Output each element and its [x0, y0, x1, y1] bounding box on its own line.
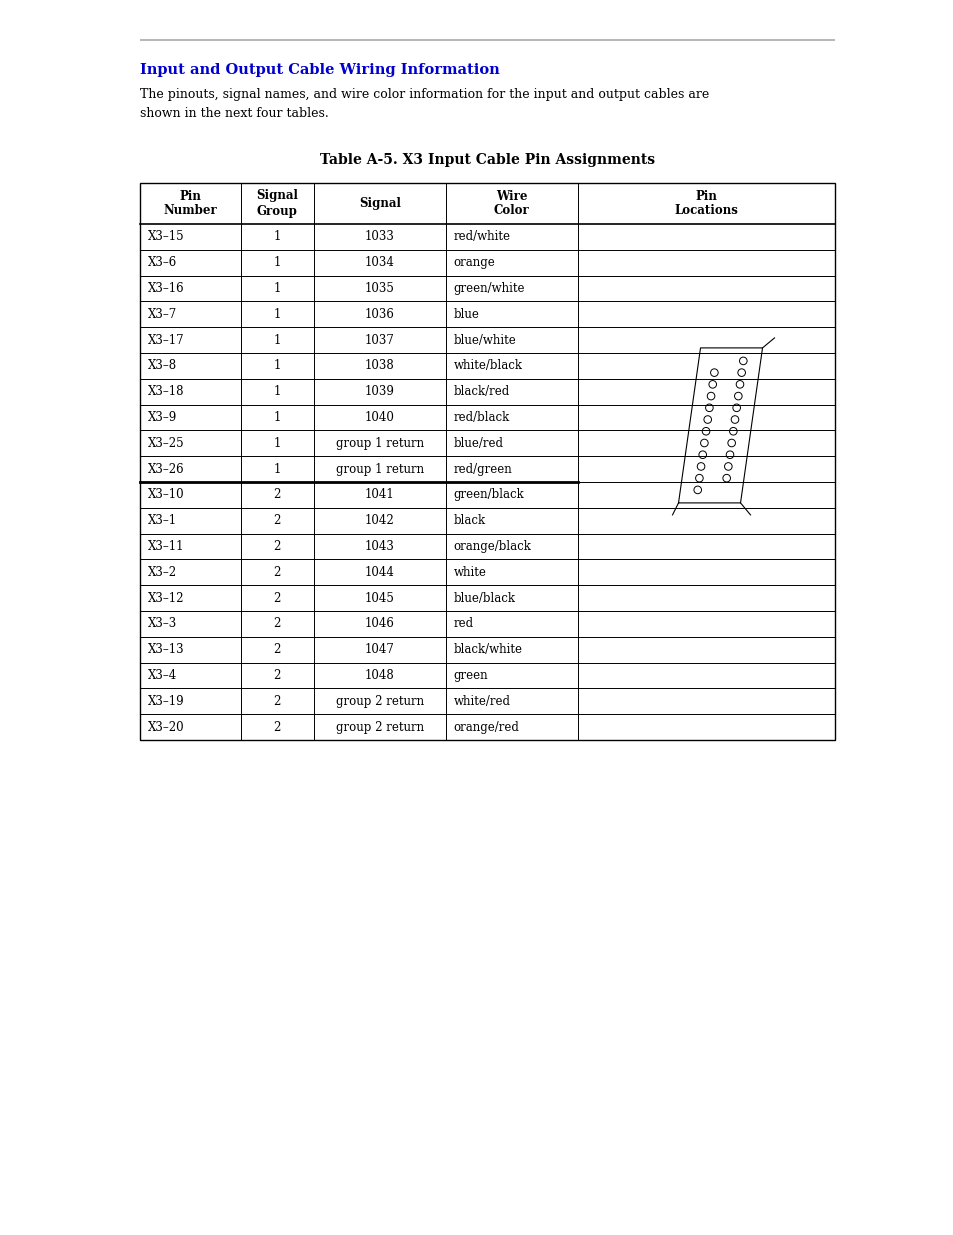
Text: Signal
Group: Signal Group — [256, 189, 298, 217]
Text: group 2 return: group 2 return — [335, 695, 423, 708]
Text: blue: blue — [454, 308, 479, 321]
Text: 1045: 1045 — [364, 592, 395, 605]
Text: X3–1: X3–1 — [148, 514, 177, 527]
Text: X3–2: X3–2 — [148, 566, 177, 579]
Text: X3–7: X3–7 — [148, 308, 177, 321]
Text: Table A-5. X3 Input Cable Pin Assignments: Table A-5. X3 Input Cable Pin Assignment… — [319, 153, 655, 167]
Text: X3–11: X3–11 — [148, 540, 184, 553]
Text: black: black — [454, 514, 485, 527]
Text: 2: 2 — [274, 669, 280, 682]
Text: X3–19: X3–19 — [148, 695, 185, 708]
Text: X3–4: X3–4 — [148, 669, 177, 682]
Text: X3–13: X3–13 — [148, 643, 185, 656]
Text: 1046: 1046 — [364, 618, 395, 630]
Text: Pin
Number: Pin Number — [163, 189, 217, 217]
Text: black/white: black/white — [454, 643, 522, 656]
Text: green: green — [454, 669, 488, 682]
Text: 1036: 1036 — [364, 308, 395, 321]
Text: black/red: black/red — [454, 385, 510, 398]
Text: 1: 1 — [274, 411, 280, 424]
Text: X3–3: X3–3 — [148, 618, 177, 630]
Text: 1035: 1035 — [364, 282, 395, 295]
Text: 2: 2 — [274, 643, 280, 656]
Text: 2: 2 — [274, 540, 280, 553]
Text: 2: 2 — [274, 514, 280, 527]
Text: 1041: 1041 — [364, 488, 395, 501]
Text: 2: 2 — [274, 488, 280, 501]
Text: 1034: 1034 — [364, 256, 395, 269]
Text: X3–25: X3–25 — [148, 437, 185, 450]
Text: X3–15: X3–15 — [148, 231, 185, 243]
Text: The pinouts, signal names, and wire color information for the input and output c: The pinouts, signal names, and wire colo… — [140, 88, 708, 120]
Text: 1040: 1040 — [364, 411, 395, 424]
Text: Wire
Color: Wire Color — [494, 189, 529, 217]
Text: 1: 1 — [274, 231, 280, 243]
Text: orange: orange — [454, 256, 495, 269]
Text: 2: 2 — [274, 566, 280, 579]
Text: X3–17: X3–17 — [148, 333, 185, 347]
Text: blue/red: blue/red — [454, 437, 503, 450]
Text: X3–20: X3–20 — [148, 720, 185, 734]
Text: 1: 1 — [274, 437, 280, 450]
Text: 1: 1 — [274, 385, 280, 398]
Text: Input and Output Cable Wiring Information: Input and Output Cable Wiring Informatio… — [140, 63, 499, 77]
Text: group 2 return: group 2 return — [335, 720, 423, 734]
Text: 1042: 1042 — [364, 514, 395, 527]
Text: group 1 return: group 1 return — [335, 463, 423, 475]
Text: 1044: 1044 — [364, 566, 395, 579]
Text: 1039: 1039 — [364, 385, 395, 398]
Text: 1: 1 — [274, 256, 280, 269]
Text: green/white: green/white — [454, 282, 525, 295]
Text: 1047: 1047 — [364, 643, 395, 656]
Text: 2: 2 — [274, 592, 280, 605]
Text: 1038: 1038 — [364, 359, 395, 373]
Text: 1: 1 — [274, 308, 280, 321]
Text: X3–12: X3–12 — [148, 592, 184, 605]
Text: 1033: 1033 — [364, 231, 395, 243]
Text: 1: 1 — [274, 333, 280, 347]
Text: orange/red: orange/red — [454, 720, 519, 734]
Text: 2: 2 — [274, 618, 280, 630]
Text: green/black: green/black — [454, 488, 524, 501]
Text: X3–26: X3–26 — [148, 463, 185, 475]
Text: X3–6: X3–6 — [148, 256, 177, 269]
Text: red/black: red/black — [454, 411, 510, 424]
Text: orange/black: orange/black — [454, 540, 531, 553]
Text: white/red: white/red — [454, 695, 510, 708]
Text: 1048: 1048 — [364, 669, 395, 682]
Text: red/green: red/green — [454, 463, 512, 475]
Text: 1037: 1037 — [364, 333, 395, 347]
Text: 1043: 1043 — [364, 540, 395, 553]
Text: blue/black: blue/black — [454, 592, 516, 605]
Text: 1: 1 — [274, 359, 280, 373]
Text: Pin
Locations: Pin Locations — [674, 189, 738, 217]
Text: white/black: white/black — [454, 359, 522, 373]
Text: Signal: Signal — [358, 198, 400, 210]
Text: X3–9: X3–9 — [148, 411, 177, 424]
Text: X3–16: X3–16 — [148, 282, 185, 295]
Text: 1: 1 — [274, 282, 280, 295]
Text: group 1 return: group 1 return — [335, 437, 423, 450]
Text: X3–10: X3–10 — [148, 488, 185, 501]
Text: X3–8: X3–8 — [148, 359, 177, 373]
Text: 2: 2 — [274, 720, 280, 734]
Text: 1: 1 — [274, 463, 280, 475]
Text: red/white: red/white — [454, 231, 510, 243]
Text: blue/white: blue/white — [454, 333, 516, 347]
Text: white: white — [454, 566, 486, 579]
Text: X3–18: X3–18 — [148, 385, 184, 398]
Text: red: red — [454, 618, 474, 630]
Text: 2: 2 — [274, 695, 280, 708]
Bar — [140, 183, 834, 740]
